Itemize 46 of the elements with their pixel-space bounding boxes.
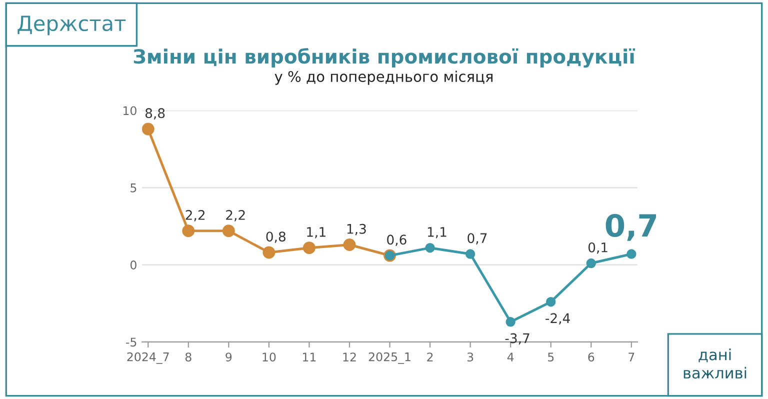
x-tick-label: 9	[226, 352, 232, 362]
chart-title: Зміни цін виробників промислової продукції	[134, 48, 636, 68]
data-label: 2,2	[226, 210, 245, 222]
data-label: 0,7	[468, 233, 487, 244]
x-tick-label: 3	[467, 352, 474, 362]
data-label: 0,7	[606, 214, 656, 241]
x-tick-label: 2024_7	[127, 352, 169, 364]
x-tick-label: 5	[548, 352, 554, 362]
point	[626, 249, 636, 259]
data-label: 1,3	[347, 224, 366, 236]
data-label: 2,2	[186, 210, 205, 222]
x-tick-label: 4	[507, 352, 514, 362]
data-label: -2,4	[546, 313, 570, 324]
point	[142, 122, 154, 136]
x-tick-label: 11	[303, 352, 316, 362]
data-label: 1,1	[307, 227, 326, 238]
point	[546, 296, 556, 307]
point	[506, 317, 516, 327]
point	[222, 224, 235, 238]
x-tick-label: 6	[588, 352, 594, 362]
chart-subtitle: у % до попереднього місяця	[274, 70, 493, 85]
x-tick-label: 8	[185, 352, 192, 362]
x-tick-label: 7	[628, 352, 634, 362]
data-label: 1,1	[428, 227, 446, 238]
data-label: 8,8	[145, 108, 165, 120]
data-label: 0,8	[266, 232, 286, 243]
x-tick-label: 2	[427, 352, 433, 362]
x-tick-label: 2025_1	[368, 352, 410, 364]
point	[586, 258, 596, 268]
data-label: 0,1	[588, 242, 608, 254]
point	[262, 246, 276, 259]
text: Держстат	[18, 16, 126, 36]
point	[465, 249, 476, 259]
y-tick-label: 0	[130, 260, 136, 270]
data-label: 0,6	[387, 234, 406, 246]
point	[302, 242, 316, 254]
point	[343, 238, 356, 251]
y-tick-label: 10	[123, 106, 136, 116]
y-tick-label: -5	[126, 338, 136, 347]
point	[425, 242, 435, 253]
x-tick-label: 12	[343, 352, 356, 362]
text: дані важливі	[684, 348, 746, 379]
x-tick-label: 10	[262, 352, 276, 362]
point	[182, 224, 195, 238]
data-label: -3,7	[505, 333, 530, 345]
y-tick-label: 5	[130, 184, 136, 192]
